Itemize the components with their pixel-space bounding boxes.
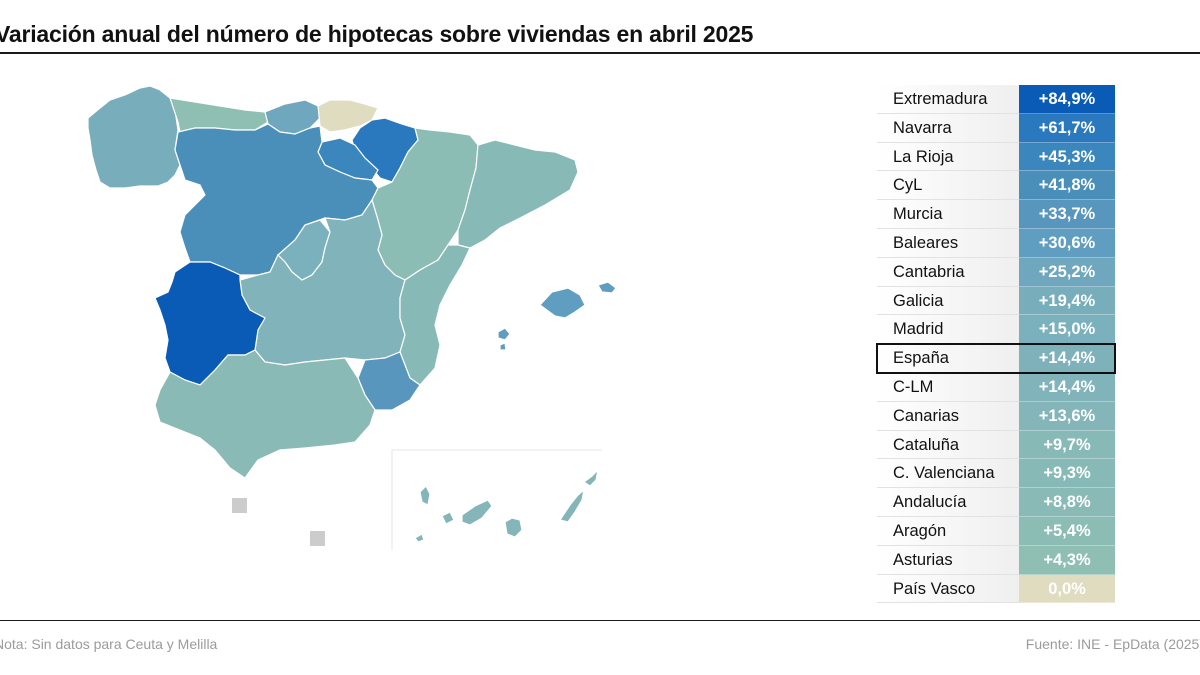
region-value: +19,4% [1019, 287, 1115, 316]
region-name: Aragón [877, 517, 1019, 546]
region-value: +84,9% [1019, 85, 1115, 114]
region-value: 0,0% [1019, 575, 1115, 604]
table-row: Extremadura +84,9% [877, 85, 1115, 114]
table-row: CyL +41,8% [877, 171, 1115, 200]
region-value: +30,6% [1019, 229, 1115, 258]
footer-note: Nota: Sin datos para Ceuta y Melilla [0, 636, 217, 652]
region-canarias-la-gomera [442, 512, 454, 524]
table-row: Asturias +4,3% [877, 546, 1115, 575]
table-row: España +14,4% [877, 344, 1115, 373]
region-name: Canarias [877, 402, 1019, 431]
region-value: +13,6% [1019, 402, 1115, 431]
top-divider [0, 52, 1200, 54]
region-name: Navarra [877, 114, 1019, 143]
region-name: España [877, 344, 1019, 373]
region-baleares-formentera [500, 343, 506, 350]
region-value: +15,0% [1019, 315, 1115, 344]
region-name: Asturias [877, 546, 1019, 575]
table-row: Galicia +19,4% [877, 287, 1115, 316]
region-value: +45,3% [1019, 143, 1115, 172]
table-row: C. Valenciana +9,3% [877, 459, 1115, 488]
region-baleares-menorca [598, 282, 616, 293]
region-value: +5,4% [1019, 517, 1115, 546]
region-name: CyL [877, 171, 1019, 200]
region-value: +9,3% [1019, 459, 1115, 488]
region-asturias [170, 98, 268, 132]
table-row: Canarias +13,6% [877, 402, 1115, 431]
table-row: País Vasco 0,0% [877, 575, 1115, 604]
table-row: Cataluña +9,7% [877, 431, 1115, 460]
region-name: Galicia [877, 287, 1019, 316]
region-name: País Vasco [877, 575, 1019, 604]
table-row: La Rioja +45,3% [877, 143, 1115, 172]
region-value: +25,2% [1019, 258, 1115, 287]
region-baleares-ibiza [498, 328, 510, 340]
table-row: Madrid +15,0% [877, 315, 1115, 344]
region-value: +14,4% [1019, 373, 1115, 402]
region-value: +8,8% [1019, 488, 1115, 517]
table-row: Baleares +30,6% [877, 229, 1115, 258]
region-name: Andalucía [877, 488, 1019, 517]
region-name: La Rioja [877, 143, 1019, 172]
region-name: Murcia [877, 200, 1019, 229]
region-canarias-gran-canaria [505, 518, 522, 537]
region-name: Baleares [877, 229, 1019, 258]
region-canarias-el-hierro [415, 534, 424, 542]
bottom-divider [0, 620, 1200, 621]
region-value: +14,4% [1019, 344, 1115, 373]
footer-source: Fuente: INE - EpData (2025) [1026, 636, 1200, 652]
region-name: Extremadura [877, 85, 1019, 114]
table-row: Navarra +61,7% [877, 114, 1115, 143]
region-name: Cataluña [877, 431, 1019, 460]
table-row: C-LM +14,4% [877, 373, 1115, 402]
region-value: +41,8% [1019, 171, 1115, 200]
region-melilla [310, 531, 325, 546]
region-name: Madrid [877, 315, 1019, 344]
region-name: C-LM [877, 373, 1019, 402]
region-canarias-tenerife [462, 500, 492, 525]
region-value: +9,7% [1019, 431, 1115, 460]
region-canarias-la-palma [420, 486, 430, 505]
ranking-table: Extremadura +84,9% Navarra +61,7% La Rioja +4… [877, 85, 1115, 603]
table-row: Aragón +5,4% [877, 517, 1115, 546]
table-row: Cantabria +25,2% [877, 258, 1115, 287]
region-canarias-fuerteventura [560, 490, 584, 522]
chart-title: Variación anual del número de hipotecas … [0, 21, 753, 48]
region-canarias-lanzarote [584, 470, 598, 486]
region-name: Cantabria [877, 258, 1019, 287]
table-row: Andalucía +8,8% [877, 488, 1115, 517]
region-value: +33,7% [1019, 200, 1115, 229]
region-name: C. Valenciana [877, 459, 1019, 488]
spain-choropleth-map [80, 70, 625, 560]
region-baleares [540, 288, 585, 318]
region-value: +61,7% [1019, 114, 1115, 143]
region-value: +4,3% [1019, 546, 1115, 575]
region-galicia [88, 86, 180, 188]
region-ceuta [232, 498, 247, 513]
table-row: Murcia +33,7% [877, 200, 1115, 229]
